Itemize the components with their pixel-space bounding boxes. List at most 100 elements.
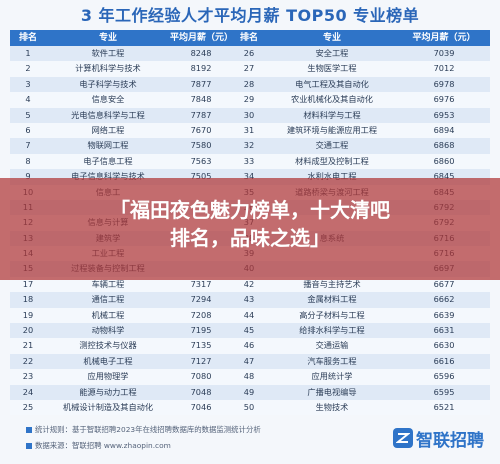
header-salary-right: 平均月薪（元） [412, 33, 476, 43]
cell-salary-left: 7505 [190, 171, 212, 182]
cell-rank-right: 45 [243, 325, 255, 336]
cell-rank-left: 5 [25, 109, 31, 120]
cell-salary-left: 7877 [190, 78, 212, 89]
cell-rank-left: 4 [25, 94, 31, 105]
cell-salary-left: 8192 [190, 63, 212, 74]
cell-salary-left: 7670 [190, 124, 212, 135]
cell-rank-right: 33 [243, 155, 255, 166]
cell-salary-right: 6616 [433, 355, 455, 366]
cell-major-right: 生物技术 [315, 401, 349, 412]
footer: 统计规则：基于智联招聘2023年在线招聘数据库的数据监测统计分析 数据来源：智联… [10, 420, 490, 460]
cell-rank-right: 27 [243, 63, 255, 74]
cell-salary-left: 7848 [190, 94, 212, 105]
cell-salary-right: 6868 [433, 140, 455, 151]
cell-major-right: 应用统计学 [311, 371, 353, 382]
cell-rank-right: 47 [243, 355, 255, 366]
cell-salary-right: 6595 [433, 386, 455, 397]
cell-major-right: 水利水电工程 [307, 171, 357, 182]
cell-salary-left: 7294 [190, 294, 212, 305]
cell-rank-left: 9 [25, 171, 31, 182]
cell-rank-right: 28 [243, 78, 255, 89]
cell-salary-right: 7012 [433, 63, 455, 74]
cell-major-left: 软件工程 [91, 48, 125, 58]
cell-major-right: 金属材料工程 [307, 294, 357, 305]
cell-major-left: 电子信息科学与技术 [71, 171, 145, 182]
footnote-rules: 统计规则：基于智联招聘2023年在线招聘数据库的数据监测统计分析 [26, 424, 261, 435]
table-row: 2 计算机科学与技术 8192 27 生物医学工程 7012 [10, 61, 490, 77]
cell-major-left: 网络工程 [91, 124, 125, 135]
cell-salary-right: 6845 [433, 171, 455, 182]
cell-major-left: 信息安全 [91, 94, 125, 105]
table-row: 22 机械电子工程 7127 47 汽车服务工程 6616 [10, 353, 490, 370]
cell-salary-right: 6953 [433, 109, 455, 120]
cell-rank-left: 21 [22, 340, 34, 351]
banner-line-2: 排名，品味之选」 [170, 226, 330, 250]
cell-rank-left: 19 [22, 309, 34, 320]
table-row: 1 软件工程 8248 26 安全工程 7039 [10, 46, 490, 62]
cell-major-left: 光电信息科学与工程 [71, 109, 145, 120]
cell-major-right: 广播电视编导 [307, 386, 357, 397]
cell-major-left: 电子信息工程 [83, 155, 133, 166]
cell-rank-right: 48 [243, 371, 255, 382]
cell-rank-right: 44 [243, 309, 255, 320]
footnote-source: 数据来源：智联招聘 www.zhaopin.com [26, 440, 171, 451]
cell-rank-left: 6 [25, 124, 31, 135]
page-title: 3 年工作经验人才平均月薪 TOP50 专业榜单 [80, 6, 420, 25]
cell-major-left: 测控技术与仪器 [79, 340, 137, 351]
cell-salary-right: 6677 [433, 278, 455, 289]
cell-rank-right: 43 [243, 294, 255, 305]
cell-rank-left: 7 [25, 140, 31, 151]
cell-major-left: 能源与动力工程 [79, 386, 137, 397]
cell-salary-left: 7127 [190, 355, 212, 366]
cell-salary-left: 7787 [190, 109, 212, 120]
cell-major-left: 通信工程 [91, 294, 125, 305]
table-row: 6 网络工程 7670 31 建筑环境与能源应用工程 6894 [10, 122, 490, 139]
cell-rank-right: 50 [243, 401, 255, 412]
table-row: 23 应用物理学 7080 48 应用统计学 6596 [10, 369, 490, 385]
cell-salary-right: 7039 [433, 48, 455, 58]
cell-major-right: 汽车服务工程 [307, 355, 357, 366]
cell-rank-right: 30 [243, 109, 255, 120]
cell-salary-right: 6662 [433, 294, 455, 305]
table-row: 21 测控技术与仪器 7135 46 交通运输 6630 [10, 338, 490, 354]
cell-major-left: 计算机科学与技术 [75, 63, 141, 74]
cell-major-left: 机械电子工程 [83, 355, 133, 366]
cell-salary-left: 7195 [190, 325, 212, 336]
cell-salary-left: 7135 [190, 340, 212, 351]
table-header: 排名 专业 平均月薪（元） 排名 专业 平均月薪（元） [10, 30, 490, 46]
cell-salary-right: 6894 [433, 124, 455, 135]
cell-rank-left: 20 [22, 325, 34, 336]
cell-rank-left: 1 [25, 48, 31, 58]
cell-salary-right: 6596 [433, 371, 455, 382]
table-row: 19 机械工程 7208 44 高分子材料与工程 6639 [10, 307, 490, 324]
cell-major-right: 播音与主持艺术 [303, 278, 361, 289]
cell-major-right: 高分子材料与工程 [299, 309, 365, 320]
cell-salary-left: 7080 [190, 371, 212, 382]
bullet-icon [26, 443, 32, 449]
cell-salary-left: 7208 [190, 309, 212, 320]
header-rank-left: 排名 [18, 33, 37, 43]
logo-mark-icon [393, 428, 413, 448]
zhaopin-logo: 智联招聘 [393, 426, 484, 451]
cell-rank-left: 23 [22, 371, 34, 382]
table-row: 8 电子信息工程 7563 33 材料成型及控制工程 6860 [10, 153, 490, 170]
cell-salary-right: 6630 [433, 340, 455, 351]
cell-rank-right: 29 [243, 94, 255, 105]
cell-major-left: 电子科学与技术 [79, 78, 137, 89]
cell-salary-right: 6978 [433, 78, 455, 89]
cell-rank-left: 25 [22, 401, 34, 412]
cell-salary-left: 8248 [190, 48, 212, 58]
cell-rank-left: 18 [22, 294, 34, 305]
cell-major-right: 生物医学工程 [307, 63, 357, 74]
cell-rank-left: 24 [22, 386, 34, 397]
table-row: 17 车辆工程 7317 42 播音与主持艺术 6677 [10, 276, 490, 293]
banner-text: 「福田夜色魅力榜单，十大清吧 排名，品味之选」 [0, 196, 500, 252]
cell-major-right: 给排水科学与工程 [299, 325, 365, 336]
logo-text: 智联招聘 [416, 430, 484, 451]
cell-rank-right: 46 [243, 340, 255, 351]
cell-salary-right: 6860 [433, 155, 455, 166]
cell-rank-left: 2 [25, 63, 31, 74]
cell-salary-left: 7580 [190, 140, 212, 151]
header-major-left: 专业 [98, 33, 117, 43]
